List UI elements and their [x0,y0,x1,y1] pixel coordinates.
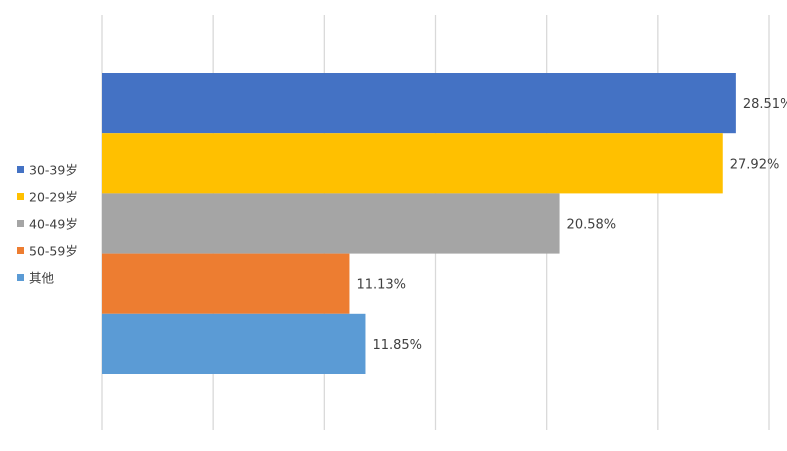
legend-item[interactable]: 其他 [17,271,55,286]
data-label: 11.13% [356,278,406,293]
legend-swatch [17,193,24,200]
bar-3[interactable] [102,193,560,254]
legend-item[interactable]: 30-39岁 [17,163,78,178]
legend-swatch [17,274,24,281]
legend-swatch [17,220,24,227]
legend-item[interactable]: 40-49岁 [17,217,78,232]
bars [102,73,736,374]
data-label: 28.51% [743,97,787,112]
data-label: 27.92% [730,157,780,172]
legend-label: 30-39岁 [29,163,78,178]
legend-swatch [17,247,24,254]
bar-1[interactable] [102,73,736,134]
legend-swatch [17,166,24,173]
bar-5[interactable] [102,313,366,374]
legend-item[interactable]: 20-29岁 [17,190,78,205]
legend-label: 40-49岁 [29,217,78,232]
data-label: 11.85% [372,338,422,353]
bar-4[interactable] [102,253,350,314]
bar-2[interactable] [102,133,723,194]
legend-label: 其他 [29,271,55,286]
data-label: 20.58% [567,218,617,233]
legend-item[interactable]: 50-59岁 [17,244,78,259]
legend-label: 20-29岁 [29,190,78,205]
data-labels: 28.51% 27.92% 20.58% 11.13% 11.85% [356,97,787,353]
legend-label: 50-59岁 [29,244,78,259]
